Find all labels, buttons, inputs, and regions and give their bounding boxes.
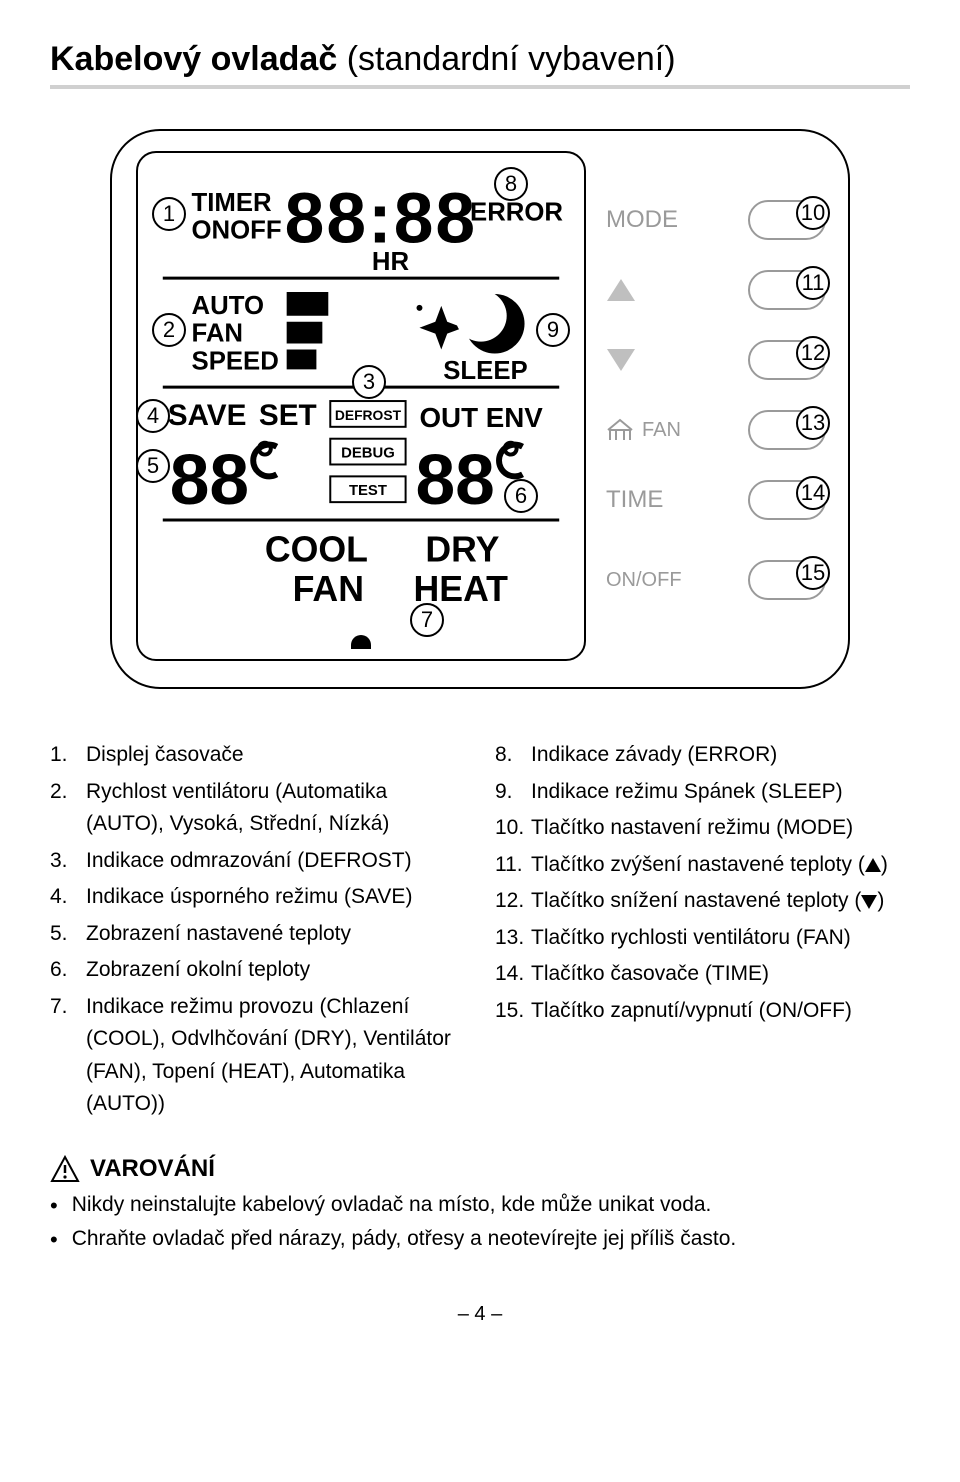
device-face: TIMER ONOFF 88:88 HR ERROR AUTO FAN SPEE… bbox=[110, 129, 850, 689]
onoff-label: ON/OFF bbox=[606, 569, 682, 592]
lcd-fan: FAN bbox=[192, 320, 243, 348]
callout-6: 6 bbox=[504, 479, 538, 513]
legend-columns: 1.Displej časovače 2.Rychlost ventilátoru… bbox=[50, 739, 910, 1125]
lcd-outenv: OUT ENV bbox=[419, 402, 543, 433]
lcd-hr: HR bbox=[372, 248, 410, 276]
list-item: 13.Tlačítko rychlosti ventilátoru (FAN) bbox=[495, 922, 910, 955]
mode-row: MODE 10 bbox=[606, 195, 826, 245]
list-item: 1.Displej časovače bbox=[50, 739, 465, 772]
callout-10: 10 bbox=[796, 196, 830, 230]
triangle-down-icon bbox=[861, 895, 877, 909]
warning-heading: VAROVÁNÍ bbox=[50, 1155, 910, 1183]
list-item: 5.Zobrazení nastavené teploty bbox=[50, 918, 465, 951]
title-underline bbox=[50, 85, 910, 89]
list-item: 14.Tlačítko časovače (TIME) bbox=[495, 958, 910, 991]
list-item: 8.Indikace závady (ERROR) bbox=[495, 739, 910, 772]
lcd-test: TEST bbox=[349, 483, 387, 499]
list-item: 3.Indikace odmrazování (DEFROST) bbox=[50, 845, 465, 878]
lcd-timer-digits: 88:88 bbox=[285, 178, 477, 258]
callout-13: 13 bbox=[796, 406, 830, 440]
lcd-save: SAVE bbox=[168, 399, 247, 432]
up-row: 11 bbox=[606, 265, 826, 315]
legend-left: 1.Displej časovače 2.Rychlost ventilátoru… bbox=[50, 739, 465, 1125]
warning-item: Nikdy neinstalujte kabelový ovladač na m… bbox=[50, 1189, 910, 1223]
temp-down-button[interactable]: 12 bbox=[748, 340, 826, 380]
lcd-debug: DEBUG bbox=[341, 446, 395, 462]
warning-item: Chraňte ovladač před nárazy, pády, otřes… bbox=[50, 1223, 910, 1257]
lcd-dry: DRY bbox=[425, 530, 499, 570]
lcd-set: SET bbox=[259, 399, 317, 432]
list-item: 6.Zobrazení okolní teploty bbox=[50, 954, 465, 987]
callout-14: 14 bbox=[796, 476, 830, 510]
lcd-fan2: FAN bbox=[293, 569, 364, 609]
callout-8: 8 bbox=[494, 167, 528, 201]
onoff-row: ON/OFF 15 bbox=[606, 555, 826, 605]
lcd-auto: AUTO bbox=[192, 292, 264, 320]
callout-11: 11 bbox=[796, 266, 830, 300]
list-item: 9.Indikace režimu Spánek (SLEEP) bbox=[495, 776, 910, 809]
down-row: 12 bbox=[606, 335, 826, 385]
callout-4: 4 bbox=[136, 399, 170, 433]
list-item: 7.Indikace režimu provozu (Chlazení (COO… bbox=[50, 991, 465, 1121]
lcd-onoff: ONOFF bbox=[192, 217, 282, 245]
callout-2: 2 bbox=[152, 313, 186, 347]
lcd-speed: SPEED bbox=[192, 347, 279, 375]
list-item: 10.Tlačítko nastavení režimu (MODE) bbox=[495, 812, 910, 845]
time-label: TIME bbox=[606, 486, 663, 514]
callout-5: 5 bbox=[136, 449, 170, 483]
title-bold: Kabelový ovladač bbox=[50, 40, 337, 78]
fan-icon bbox=[606, 418, 634, 442]
page-number: – 4 – bbox=[50, 1303, 910, 1326]
list-item: 11.Tlačítko zvýšení nastavené teploty () bbox=[495, 849, 910, 882]
fan-row: FAN 13 bbox=[606, 405, 826, 455]
callout-1: 1 bbox=[152, 197, 186, 231]
callout-3: 3 bbox=[352, 365, 386, 399]
legend-right: 8.Indikace závady (ERROR) 9.Indikace reži… bbox=[495, 739, 910, 1125]
list-item: 4.Indikace úsporného režimu (SAVE) bbox=[50, 881, 465, 914]
fan-label: FAN bbox=[642, 419, 681, 442]
triangle-up-icon bbox=[865, 858, 881, 872]
time-row: TIME 14 bbox=[606, 475, 826, 525]
list-item: 12.Tlačítko snížení nastavené teploty () bbox=[495, 885, 910, 918]
lcd-timer: TIMER bbox=[192, 189, 273, 217]
triangle-down-icon bbox=[607, 349, 635, 371]
lcd-env-temp: 88 bbox=[416, 440, 495, 520]
temp-up-button[interactable]: 11 bbox=[748, 270, 826, 310]
page-title: Kabelový ovladač (standardní vybavení) bbox=[50, 40, 910, 79]
onoff-button[interactable]: 15 bbox=[748, 560, 826, 600]
callout-12: 12 bbox=[796, 336, 830, 370]
lcd-cool: COOL bbox=[265, 530, 368, 570]
callout-9: 9 bbox=[536, 313, 570, 347]
lcd-set-temp: 88 bbox=[170, 440, 249, 520]
time-button[interactable]: 14 bbox=[748, 480, 826, 520]
triangle-up-icon bbox=[607, 279, 635, 301]
fan-button[interactable]: 13 bbox=[748, 410, 826, 450]
list-item: 15.Tlačítko zapnutí/vypnutí (ON/OFF) bbox=[495, 995, 910, 1028]
callout-15: 15 bbox=[796, 556, 830, 590]
mode-button[interactable]: 10 bbox=[748, 200, 826, 240]
warning-title: VAROVÁNÍ bbox=[90, 1155, 215, 1183]
lcd-error: ERROR bbox=[470, 199, 563, 227]
side-buttons: MODE 10 11 12 bbox=[606, 195, 826, 635]
lcd-defrost: DEFROST bbox=[335, 407, 402, 423]
title-rest: (standardní vybavení) bbox=[337, 40, 675, 78]
mode-label: MODE bbox=[606, 206, 678, 234]
warning-icon bbox=[50, 1155, 80, 1183]
lcd-screen: TIMER ONOFF 88:88 HR ERROR AUTO FAN SPEE… bbox=[136, 151, 586, 661]
callout-7: 7 bbox=[410, 603, 444, 637]
lcd-sleep: SLEEP bbox=[443, 357, 527, 385]
list-item: 2.Rychlost ventilátoru (Automatika (AUTO… bbox=[50, 776, 465, 841]
lcd-notch bbox=[351, 635, 371, 649]
warning-list: Nikdy neinstalujte kabelový ovladač na m… bbox=[50, 1189, 910, 1257]
moon-icon bbox=[455, 290, 524, 353]
